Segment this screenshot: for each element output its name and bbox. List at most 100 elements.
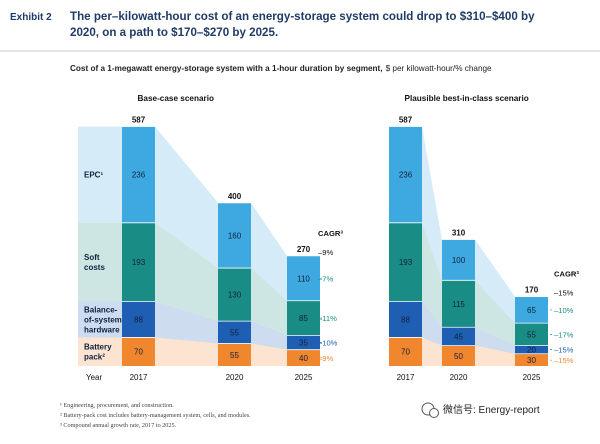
bar-value-label: 70 — [134, 348, 143, 357]
connector-bos — [155, 301, 218, 344]
bar-bos — [442, 327, 475, 346]
headline-line-2: 2020, on a path to $170–$270 by 2025. — [70, 26, 278, 39]
bar-value-label: 70 — [401, 348, 410, 357]
segment-label: Battery — [84, 343, 112, 352]
subtitle-bold: Cost of a 1-megawatt energy-storage syst… — [70, 64, 383, 73]
footnote-2: ² Battery-pack cost includes battery-man… — [60, 412, 251, 419]
bar-bos — [218, 321, 251, 344]
connector-battery — [155, 337, 218, 366]
bar-value-label: 20 — [527, 346, 536, 355]
connector-soft-costs — [422, 222, 442, 328]
footnote-1: ¹ Engineering, procurement, and construc… — [60, 402, 174, 409]
bar-epc — [122, 126, 155, 223]
label-band-battery — [78, 337, 122, 366]
connector-epc — [475, 239, 515, 324]
cagr-total-value: –15% — [554, 289, 574, 298]
footnote-3: ³ Compound annual growth rate, 2017 to 2… — [60, 422, 177, 429]
bar-epc — [442, 239, 475, 281]
cagr-header: CAGR³ — [318, 229, 343, 238]
cagr-segment-value: –15% — [554, 356, 574, 365]
segment-label: hardware — [84, 325, 120, 334]
cagr-segment-value: –7% — [318, 274, 333, 283]
total-label: 270 — [297, 245, 311, 254]
bar-value-label: 35 — [299, 339, 308, 348]
x-tick-label: 2017 — [130, 373, 148, 382]
bar-battery — [442, 345, 475, 366]
bar-battery — [287, 349, 320, 366]
label-band-soft-costs — [78, 222, 122, 302]
bar-bos — [389, 301, 422, 338]
scenario-title: Plausible best-in-class scenario — [405, 94, 529, 103]
bar-battery — [389, 337, 422, 366]
segment-label: Balance- — [84, 305, 118, 314]
bar-value-label: 88 — [401, 315, 410, 324]
chart-subtitle: Cost of a 1-megawatt energy-storage syst… — [70, 64, 492, 73]
bar-battery — [515, 353, 548, 366]
bar-value-label: 65 — [527, 306, 536, 315]
bar-value-label: 110 — [297, 274, 310, 283]
connector-battery — [422, 337, 442, 366]
subtitle-units: $ per kilowatt-hour/% change — [386, 64, 492, 73]
segment-label: EPC¹ — [84, 171, 103, 180]
bar-soft-costs — [515, 323, 548, 346]
bar-bos — [515, 345, 548, 354]
connector-soft-costs — [475, 280, 515, 346]
bar-soft-costs — [287, 300, 320, 336]
cagr-total-value: –9% — [318, 248, 333, 257]
bar-value-label: 160 — [228, 231, 242, 240]
bar-value-label: 85 — [299, 314, 308, 323]
scenario-title: Base-case scenario — [138, 94, 214, 103]
x-tick-label: 2020 — [450, 373, 468, 382]
wechat-icon — [421, 402, 439, 418]
watermark-text: 微信号: Energy-report — [443, 403, 540, 416]
segment-label: costs — [84, 263, 105, 272]
connector-epc — [422, 126, 442, 281]
total-label: 400 — [228, 192, 242, 201]
bar-value-label: 88 — [134, 315, 143, 324]
connector-bos — [475, 327, 515, 354]
bar-soft-costs — [218, 268, 251, 322]
connector-battery — [475, 345, 515, 366]
bar-epc — [515, 296, 548, 324]
bar-battery — [122, 337, 155, 366]
x-tick-label: 2017 — [397, 373, 415, 382]
segment-label: of-system — [84, 315, 122, 324]
total-label: 587 — [132, 116, 146, 125]
x-tick-label: 2025 — [523, 373, 541, 382]
bar-value-label: 236 — [132, 171, 146, 180]
bar-bos — [122, 301, 155, 338]
bar-value-label: 115 — [452, 300, 465, 309]
cagr-segment-value: –17% — [554, 330, 574, 339]
cagr-header: CAGR³ — [554, 270, 579, 279]
bar-value-label: 130 — [228, 291, 242, 300]
connector-epc — [155, 126, 218, 269]
segment-label: pack² — [84, 353, 105, 362]
connector-soft-costs — [251, 268, 287, 336]
bar-value-label: 45 — [454, 332, 463, 341]
connector-epc — [251, 202, 287, 301]
bar-value-label: 100 — [452, 256, 466, 265]
cagr-segment-value: –10% — [318, 339, 338, 348]
cagr-segment-value: –11% — [318, 314, 337, 323]
total-label: 310 — [452, 229, 466, 238]
label-band-bos — [78, 301, 122, 338]
exhibit-label: Exhibit 2 — [10, 12, 52, 23]
bar-value-label: 40 — [299, 354, 308, 363]
bar-value-label: 55 — [230, 351, 239, 360]
bar-epc — [218, 202, 251, 269]
bar-value-label: 193 — [399, 258, 413, 267]
connector-soft-costs — [155, 222, 218, 322]
label-band-epc — [78, 126, 122, 223]
connector-bos — [251, 321, 287, 350]
bar-epc — [287, 255, 320, 301]
x-tick-label: 2025 — [295, 373, 313, 382]
connector-bos — [422, 301, 442, 346]
bar-soft-costs — [122, 222, 155, 302]
connector-battery — [251, 343, 287, 366]
cagr-segment-value: –15% — [554, 346, 574, 355]
bar-value-label: 55 — [527, 330, 536, 339]
bar-bos — [287, 335, 320, 350]
